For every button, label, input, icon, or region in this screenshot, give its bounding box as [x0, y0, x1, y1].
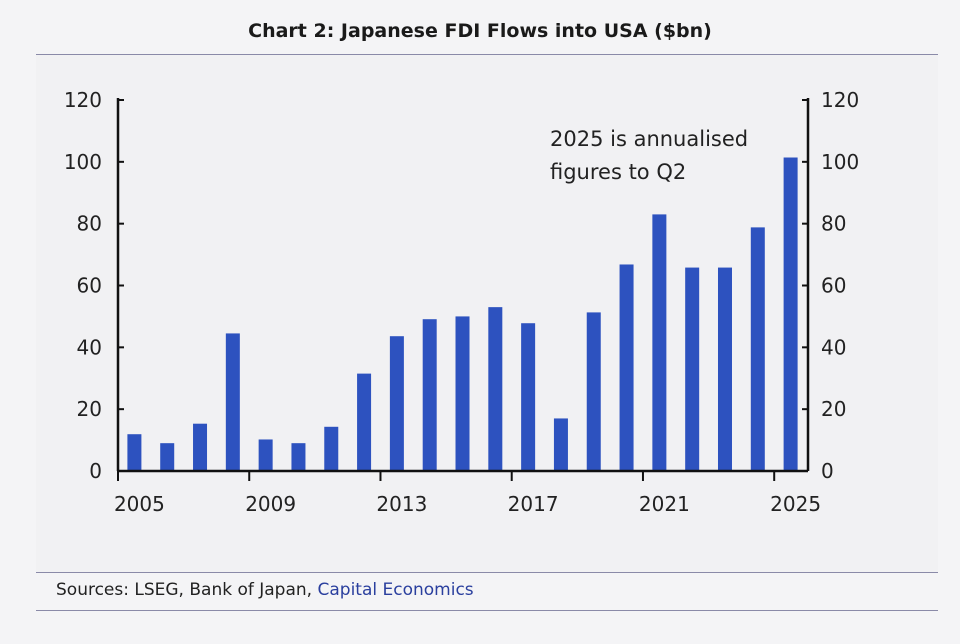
right-tick-label: 120	[821, 88, 859, 112]
bar-2008	[225, 333, 240, 471]
bar-2024	[750, 227, 765, 471]
bar-2016	[488, 307, 503, 471]
bar-2025	[783, 157, 798, 471]
x-tick-label: 2009	[245, 492, 296, 516]
left-tick-label: 60	[77, 274, 102, 298]
title-divider	[36, 54, 938, 55]
x-tick-label: 2005	[114, 492, 165, 516]
sources-note: Sources: LSEG, Bank of Japan, Capital Ec…	[56, 580, 474, 600]
right-tick-label: 0	[821, 459, 834, 483]
x-tick-label: 2017	[508, 492, 559, 516]
left-tick-label: 0	[89, 459, 102, 483]
left-tick-label: 100	[64, 150, 102, 174]
x-tick-label: 2021	[639, 492, 690, 516]
bar-2021	[652, 214, 667, 471]
bar-2010	[291, 443, 306, 471]
right-tick-label: 60	[821, 274, 846, 298]
right-tick-label: 40	[821, 335, 846, 359]
bar-2023	[717, 267, 732, 471]
bar-2018	[553, 418, 568, 471]
bar-2006	[160, 443, 175, 471]
footer-divider-top	[36, 572, 938, 573]
footer-divider-bottom	[36, 610, 938, 611]
right-tick-label: 80	[821, 212, 846, 236]
chart-title: Chart 2: Japanese FDI Flows into USA ($b…	[248, 20, 712, 42]
bar-2017	[521, 323, 536, 471]
annotation-line: figures to Q2	[550, 160, 686, 184]
right-tick-label: 100	[821, 150, 859, 174]
bar-2007	[193, 423, 208, 471]
bar-2019	[586, 312, 601, 471]
bar-2014	[422, 319, 437, 471]
bar-2005	[127, 434, 142, 471]
right-tick-label: 20	[821, 397, 846, 421]
bar-2015	[455, 316, 470, 471]
bar-2022	[685, 267, 700, 471]
bar-2012	[357, 373, 372, 471]
x-tick-label: 2025	[770, 492, 821, 516]
capital-economics-link[interactable]: Capital Economics	[317, 580, 474, 600]
bar-2013	[389, 336, 404, 471]
left-tick-label: 20	[77, 397, 102, 421]
x-tick-label: 2013	[376, 492, 427, 516]
annotation-line: 2025 is annualised	[550, 127, 748, 151]
bar-2009	[258, 439, 273, 471]
bar-2011	[324, 426, 339, 471]
left-tick-label: 40	[77, 335, 102, 359]
left-tick-label: 120	[64, 88, 102, 112]
bar-2020	[619, 264, 634, 471]
sources-text: Sources: LSEG, Bank of Japan,	[56, 580, 318, 600]
left-tick-label: 80	[77, 212, 102, 236]
